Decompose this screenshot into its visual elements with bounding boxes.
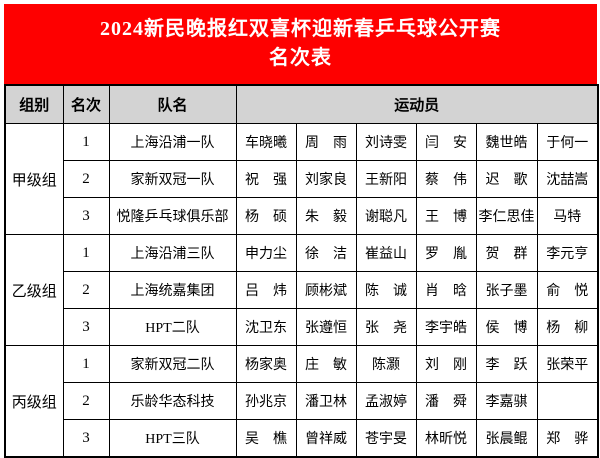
player-cell: 闫 安 [415,123,477,161]
player-cell: 李 跃 [475,345,538,383]
rank-cell: 3 [62,419,110,458]
player-cell: 俞 悦 [536,271,599,309]
player-cell: 申力尘 [235,234,297,272]
player-cell: 刘家良 [295,160,357,198]
team-cell: 家新双冠二队 [108,345,237,383]
player-cell: 沈卫东 [235,308,297,346]
table-row: 3 HPT三队 吴 樵 曾祥威 苍宇旻 林昕悦 张晨鲲 郑 骅 [5,419,599,458]
player-cell: 孙兆京 [235,382,297,420]
player-cell: 顾彬斌 [295,271,357,309]
team-cell: 上海统嘉集团 [108,271,237,309]
rank-cell: 2 [62,160,110,198]
team-cell: 上海沿浦一队 [108,123,237,161]
rank-cell: 2 [62,271,110,309]
group-cell: 乙级组 [4,234,64,346]
table-row: 3 HPT二队 沈卫东 张遵恒 张 尧 李宇皓 侯 博 杨 柳 [5,308,599,346]
team-cell: HPT三队 [108,419,237,458]
header-team: 队名 [108,84,237,124]
player-cell: 潘卫林 [295,382,357,420]
table-row: 乙级组 1 上海沿浦三队 申力尘 徐 洁 崔益山 罗 胤 贺 群 李元亨 [4,234,599,346]
player-cell: 李嘉骐 [475,382,538,420]
player-cell: 贺 群 [475,234,538,272]
player-cell: 陈 诚 [355,271,417,309]
player-cell: 于何一 [536,123,599,161]
rank-cell: 3 [62,197,110,235]
table-row: 3 悦隆乒乓球俱乐部 杨 硕 朱 毅 谢聪凡 王 博 李仁思佳 马特 [5,197,599,235]
player-cell: 刘 刚 [415,345,477,383]
player-cell: 王 博 [415,197,477,235]
player-cell: 朱 毅 [295,197,357,235]
player-cell: 张遵恒 [295,308,357,346]
player-cell: 张子墨 [475,271,538,309]
player-cell: 苍宇旻 [355,419,417,458]
player-cell: 吕 炜 [235,271,297,309]
rank-cell: 1 [62,234,110,272]
player-cell: 李宇皓 [415,308,477,346]
team-cell: 上海沿浦三队 [108,234,237,272]
results-table: 组别 名次 队名 运动员 甲级组 1 上海沿浦一队 车晓曦 周 雨 刘诗雯 闫 … [4,84,600,458]
player-cell: 侯 博 [475,308,538,346]
player-cell: 杨 柳 [536,308,599,346]
table-row: 2 乐龄华态科技 孙兆京 潘卫林 孟淑婷 潘 舜 李嘉骐 [5,382,599,420]
player-cell: 李仁思佳 [475,197,538,235]
player-cell: 蔡 伟 [415,160,477,198]
rank-cell: 1 [62,123,110,161]
header-rank: 名次 [62,84,110,124]
team-cell: HPT二队 [108,308,237,346]
player-cell: 车晓曦 [235,123,297,161]
header-athletes: 运动员 [235,84,599,124]
table-row: 甲级组 1 上海沿浦一队 车晓曦 周 雨 刘诗雯 闫 安 魏世皓 于何一 [4,123,599,235]
team-cell: 家新双冠一队 [108,160,237,198]
team-cell: 悦隆乒乓球俱乐部 [108,197,237,235]
player-cell: 曾祥威 [295,419,357,458]
player-cell: 陈灏 [355,345,417,383]
player-cell: 潘 舜 [415,382,477,420]
player-cell: 徐 洁 [295,234,357,272]
player-cell: 张荣平 [536,345,599,383]
rank-cell: 3 [62,308,110,346]
group-cell: 甲级组 [4,123,64,235]
rank-cell: 2 [62,382,110,420]
player-cell: 李元亨 [536,234,599,272]
player-cell: 沈喆嵩 [536,160,599,198]
title-line2: 名次表 [269,47,332,69]
header-group: 组别 [4,84,64,124]
player-cell [536,382,599,420]
player-cell: 罗 胤 [415,234,477,272]
player-cell: 庄 敏 [295,345,357,383]
player-cell: 祝 强 [235,160,297,198]
player-cell: 张晨鲲 [475,419,538,458]
player-cell: 崔益山 [355,234,417,272]
player-cell: 杨家奥 [235,345,297,383]
player-cell: 马特 [536,197,599,235]
player-cell: 吴 樵 [235,419,297,458]
player-cell: 刘诗雯 [355,123,417,161]
player-cell: 周 雨 [295,123,357,161]
player-cell: 林昕悦 [415,419,477,458]
player-cell: 孟淑婷 [355,382,417,420]
player-cell: 迟 歌 [475,160,538,198]
player-cell: 郑 骅 [536,419,599,458]
player-cell: 肖 晗 [415,271,477,309]
table-row: 2 家新双冠一队 祝 强 刘家良 王新阳 蔡 伟 迟 歌 沈喆嵩 [5,160,599,198]
player-cell: 王新阳 [355,160,417,198]
player-cell: 杨 硕 [235,197,297,235]
table-row: 2 上海统嘉集团 吕 炜 顾彬斌 陈 诚 肖 晗 张子墨 俞 悦 [5,271,599,309]
team-cell: 乐龄华态科技 [108,382,237,420]
player-cell: 谢聪凡 [355,197,417,235]
player-cell: 张 尧 [355,308,417,346]
table-title: 2024新民晚报红双喜杯迎新春乒乓球公开赛 名次表 [4,4,597,84]
rank-cell: 1 [62,345,110,383]
table-row: 丙级组 1 家新双冠二队 杨家奥 庄 敏 陈灏 刘 刚 李 跃 张荣平 [4,345,599,458]
player-cell: 魏世皓 [475,123,538,161]
title-line1: 2024新民晚报红双喜杯迎新春乒乓球公开赛 [100,18,501,40]
header-row: 组别 名次 队名 运动员 [4,84,599,124]
group-cell: 丙级组 [4,345,64,458]
